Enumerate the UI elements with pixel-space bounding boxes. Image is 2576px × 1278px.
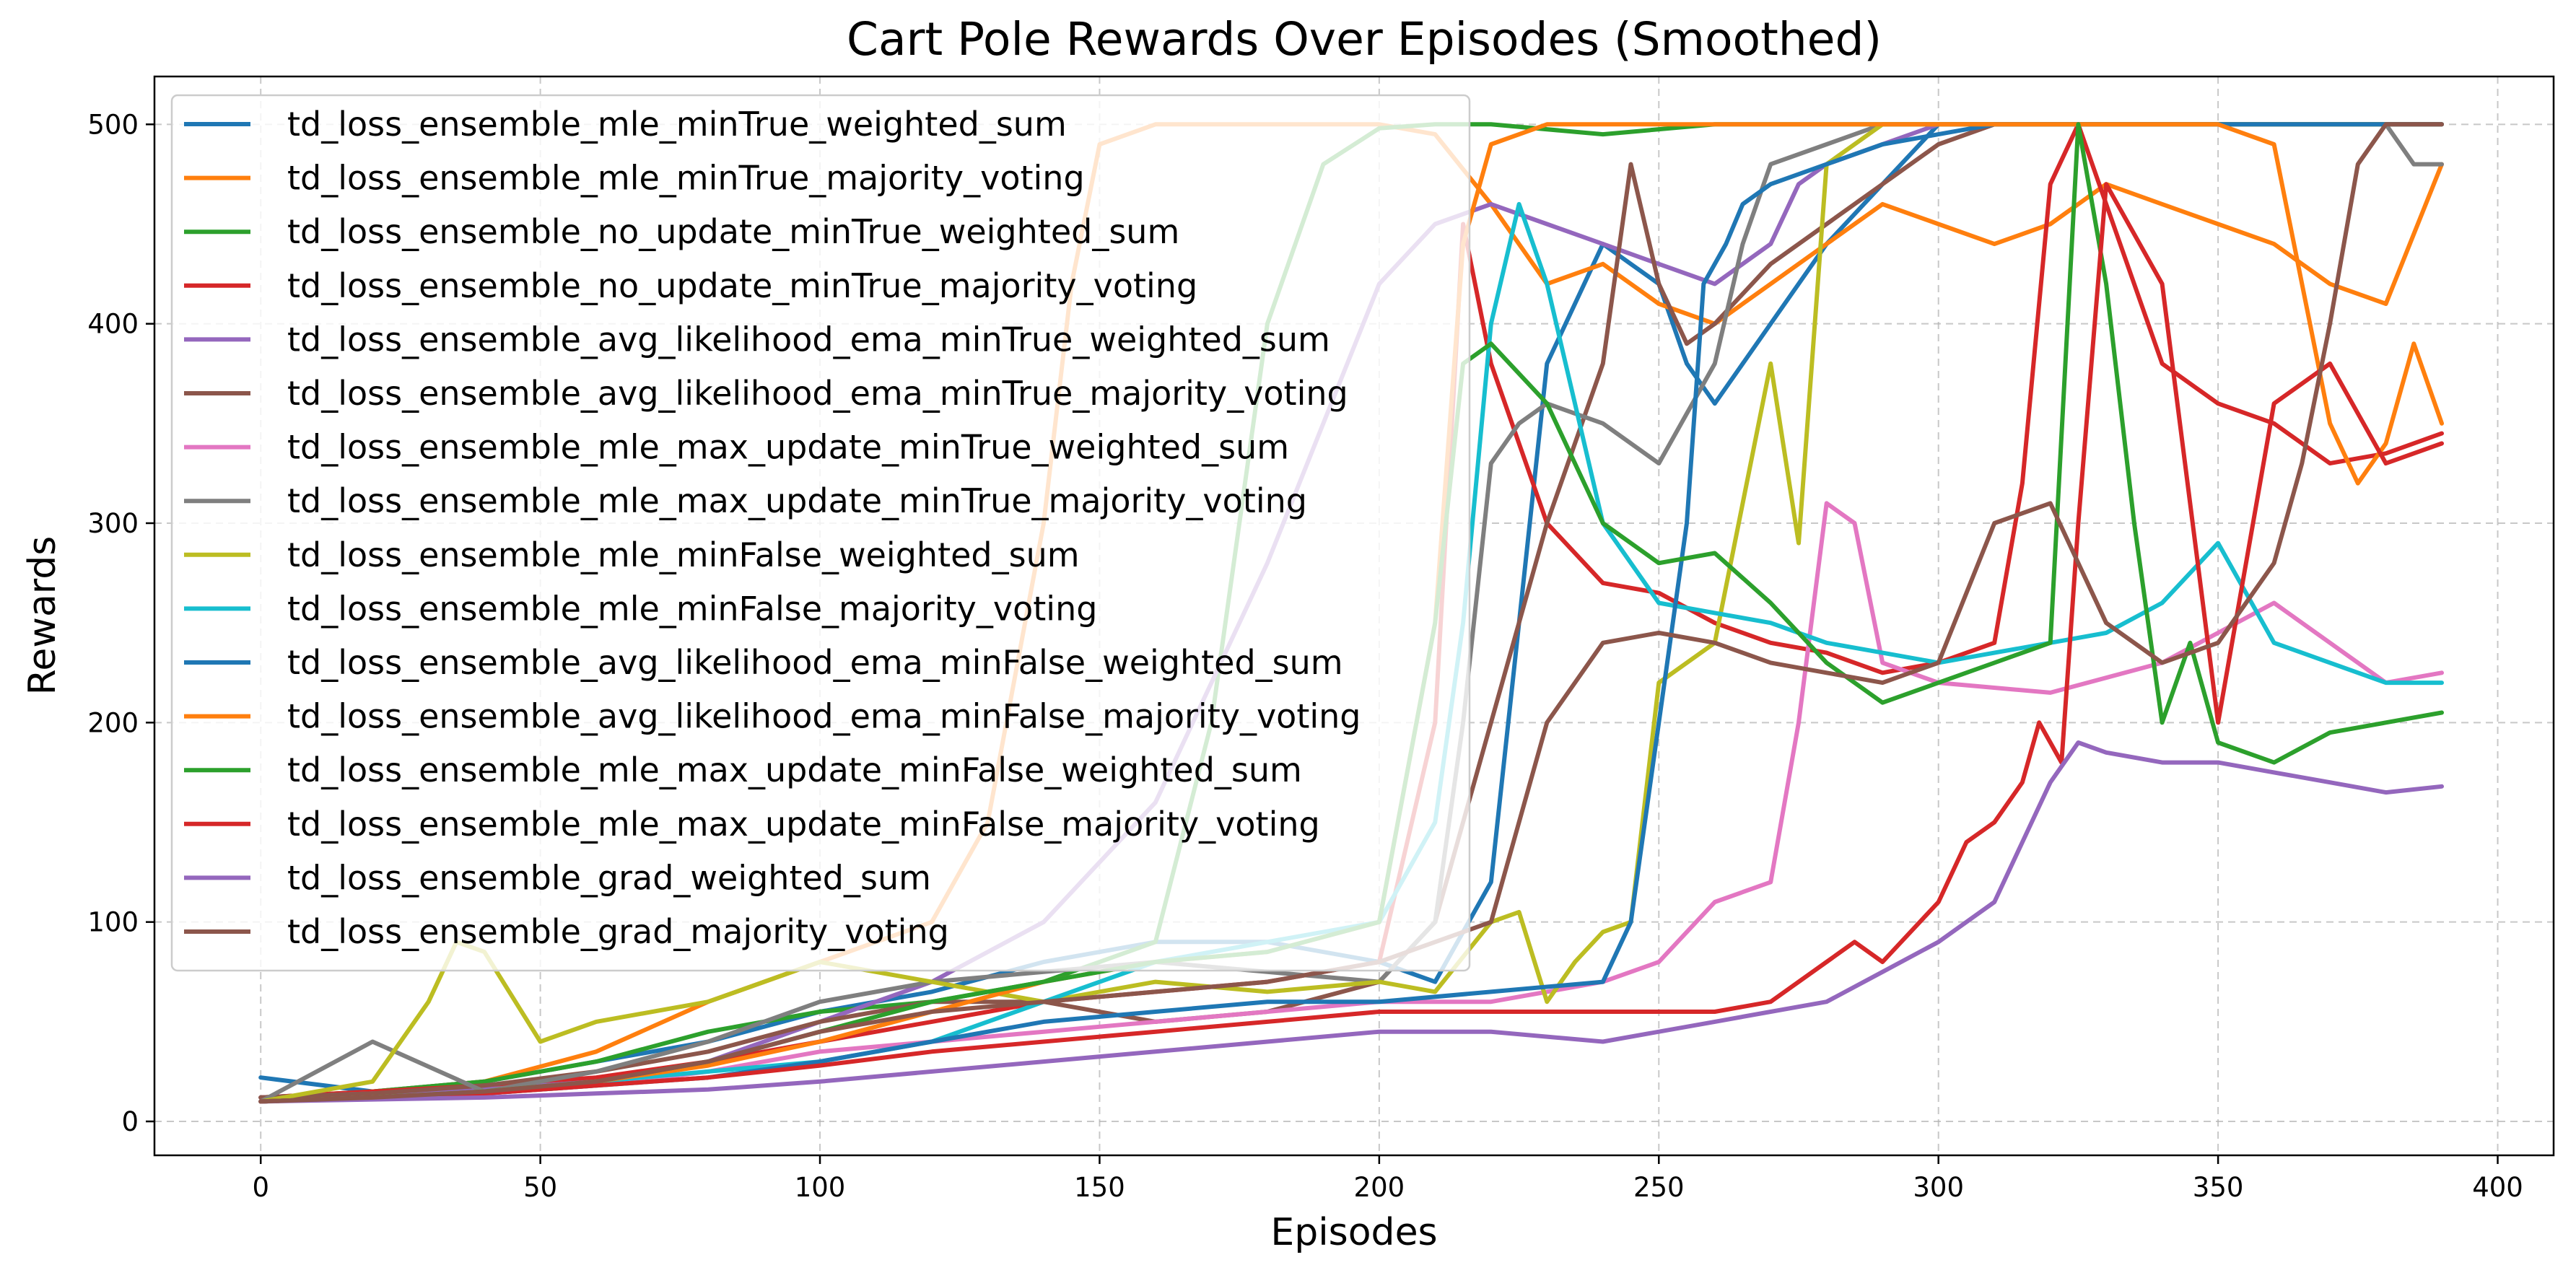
y-tick-label: 400: [87, 309, 139, 340]
x-tick-label: 300: [1913, 1172, 1964, 1203]
x-tick-label: 50: [523, 1172, 557, 1203]
legend-label: td_loss_ensemble_grad_majority_voting: [287, 912, 949, 951]
legend-label: td_loss_ensemble_avg_likelihood_ema_minT…: [287, 320, 1330, 359]
y-tick-label: 300: [87, 508, 139, 539]
legend-label: td_loss_ensemble_mle_max_update_minFalse…: [287, 750, 1302, 789]
x-axis: 0 50 100 150 200 250 300 350 400: [252, 1155, 2523, 1203]
plot-lines: [258, 122, 2444, 1104]
x-tick-label: 150: [1074, 1172, 1125, 1203]
legend-label: td_loss_ensemble_avg_likelihood_ema_minT…: [287, 374, 1348, 413]
legend-label: td_loss_ensemble_mle_max_update_minFalse…: [287, 805, 1320, 844]
y-tick-label: 200: [87, 707, 139, 738]
legend-label: td_loss_ensemble_grad_weighted_sum: [287, 858, 931, 897]
chart-title: Cart Pole Rewards Over Episodes (Smoothe…: [847, 13, 1882, 66]
legend: td_loss_ensemble_mle_minTrue_weighted_su…: [170, 94, 1471, 972]
x-tick-label: 400: [2472, 1172, 2523, 1203]
legend-label: td_loss_ensemble_mle_max_update_minTrue_…: [287, 428, 1289, 467]
y-tick-label: 100: [87, 907, 139, 938]
y-tick-label: 0: [121, 1106, 139, 1137]
series-line-15: [258, 740, 2444, 1104]
legend-label: td_loss_ensemble_no_update_minTrue_weigh…: [287, 212, 1179, 251]
series-line-16: [258, 122, 2444, 1104]
plot-frame: [153, 75, 2555, 1157]
legend-label: td_loss_ensemble_avg_likelihood_ema_minF…: [287, 697, 1361, 736]
x-tick-label: 0: [252, 1172, 269, 1203]
x-tick-label: 350: [2193, 1172, 2244, 1203]
legend-label: td_loss_ensemble_mle_minFalse_majority_v…: [287, 589, 1097, 628]
series-line-13: [258, 122, 2444, 1104]
y-axis: 0 100 200 300 400 500: [87, 109, 154, 1137]
y-axis-label: Rewards: [21, 536, 64, 696]
legend-box: [170, 94, 1471, 972]
x-axis-label: Episodes: [1270, 1211, 1437, 1254]
x-tick-label: 200: [1354, 1172, 1405, 1203]
legend-label: td_loss_ensemble_mle_max_update_minTrue_…: [287, 481, 1307, 520]
legend-label: td_loss_ensemble_mle_minFalse_weighted_s…: [287, 535, 1080, 574]
legend-label: td_loss_ensemble_no_update_minTrue_major…: [287, 266, 1197, 305]
legend-label: td_loss_ensemble_avg_likelihood_ema_minF…: [287, 643, 1343, 682]
legend-label: td_loss_ensemble_mle_minTrue_majority_vo…: [287, 159, 1085, 198]
series-line-4: [258, 122, 2444, 1100]
legend-label: td_loss_ensemble_mle_minTrue_weighted_su…: [287, 105, 1067, 144]
series-line-14: [258, 182, 2444, 1104]
x-tick-label: 100: [795, 1172, 846, 1203]
x-tick-label: 250: [1633, 1172, 1685, 1203]
series-line-12: [258, 122, 2444, 1104]
y-tick-label: 500: [87, 109, 139, 140]
